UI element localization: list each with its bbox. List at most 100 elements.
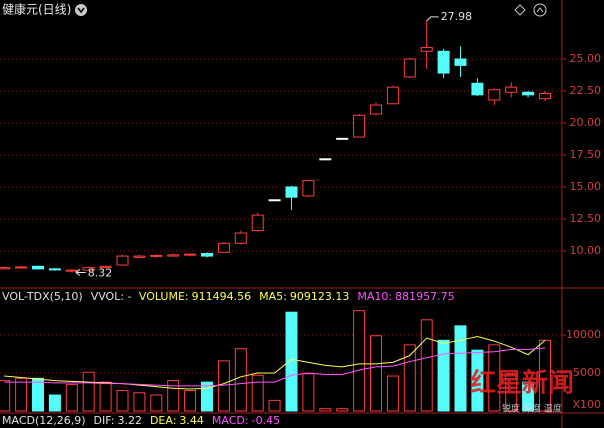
- candle-body: [251, 214, 264, 231]
- header-label: VOL-TDX(5,10): [2, 290, 83, 303]
- dropdown-button[interactable]: [75, 4, 87, 16]
- candle-body: [505, 86, 518, 93]
- header-label: MACD(12,26,9): [2, 414, 86, 427]
- header-value: -0.45: [252, 414, 280, 427]
- candle-body: [319, 158, 332, 161]
- volume-bar: [302, 373, 315, 412]
- header-label: VOLUME:: [139, 290, 189, 303]
- panel-header: VOL-TDX(5,10) VVOL: - VOLUME: 911494.56 MA5:…: [2, 290, 455, 303]
- candle-body: [353, 114, 366, 138]
- header-label: DEA:: [150, 414, 176, 427]
- candle-body: [15, 266, 28, 269]
- header-value: 3.44: [179, 414, 204, 427]
- y-tick-label: 17.50: [570, 148, 602, 161]
- candle-body: [420, 46, 433, 52]
- max-annotation: 27.98: [441, 10, 473, 23]
- volume-bar: [285, 311, 298, 412]
- candle-body: [133, 255, 146, 258]
- volume-bar: [370, 335, 382, 412]
- watermark-tagline: 锐度 深度 温度: [502, 403, 562, 415]
- candle-body: [471, 82, 484, 96]
- volume-bar: [268, 399, 281, 412]
- header-label: MACD:: [212, 414, 249, 427]
- candle-body: [150, 254, 163, 257]
- y-tick-label: 10000: [566, 328, 601, 341]
- header-value: 911494.56: [192, 290, 252, 303]
- y-tick-label: 12.50: [570, 212, 602, 225]
- volume-bar: [133, 392, 146, 412]
- volume-bar: [522, 381, 535, 412]
- candle-body: [217, 242, 230, 253]
- volume-bar: [336, 408, 349, 412]
- volume-bar: [32, 377, 44, 412]
- volume-bar: [15, 377, 28, 412]
- candle-body: [403, 58, 416, 78]
- volume-bar: [403, 344, 416, 412]
- panel-header: MACD(12,26,9) DIF: 3.22 DEA: 3.44 MACD: -0.45: [2, 414, 280, 427]
- volume-bar: [420, 319, 433, 412]
- volume-bar: [454, 325, 467, 412]
- volume-bar: [505, 373, 518, 412]
- candle-body: [65, 269, 78, 272]
- volume-bar: [116, 389, 129, 412]
- volume-bar: [386, 375, 399, 412]
- candle-body: [336, 137, 349, 140]
- volume-bar: [82, 371, 95, 412]
- header-label: MA10:: [357, 290, 392, 303]
- candle-body: [48, 268, 61, 271]
- candle-body: [488, 89, 501, 101]
- y-tick-label: 25.00: [570, 52, 602, 65]
- candle-body: [370, 104, 382, 115]
- y-tick-label: 10.00: [570, 244, 602, 257]
- diamond-icon[interactable]: [514, 4, 526, 16]
- volume-bar: [217, 360, 230, 412]
- candle-body: [82, 267, 95, 271]
- candle-body: [184, 253, 197, 256]
- candle-body: [454, 58, 467, 66]
- y-tick-label: 5000: [573, 366, 601, 379]
- volume-bar: [99, 381, 112, 412]
- volume-bar: [353, 310, 366, 412]
- volume-bar: [319, 408, 332, 412]
- candle-body: [285, 186, 298, 198]
- y-tick-label: 15.00: [570, 180, 602, 193]
- min-annotation: 8.32: [88, 266, 113, 279]
- candle-body: [99, 265, 112, 269]
- candle-body: [386, 86, 399, 105]
- ma-line: [4, 336, 546, 390]
- header-value: 3.22: [117, 414, 142, 427]
- volume-bar: [150, 394, 163, 412]
- y-tick-label: 20.00: [570, 116, 602, 129]
- candle-body: [437, 50, 450, 74]
- header-value: 881957.75: [395, 290, 455, 303]
- volume-bar: [65, 383, 78, 412]
- annotation-pointer: [426, 16, 439, 22]
- volume-bar: [201, 381, 213, 412]
- ma-line: [4, 347, 546, 387]
- header-label: VVOL: -: [91, 290, 132, 303]
- candle-body: [167, 254, 180, 257]
- candle-body: [539, 93, 551, 100]
- unit-label: X100: [572, 398, 601, 411]
- header-label: DIF:: [94, 414, 115, 427]
- candle-body: [522, 91, 535, 96]
- volume-bar: [167, 380, 180, 412]
- annotation-arrow: [75, 269, 86, 276]
- volume-bar: [184, 389, 197, 412]
- volume-bar: [488, 344, 501, 412]
- header-value: 909123.13: [290, 290, 350, 303]
- candle-body: [302, 180, 315, 197]
- volume-bar: [0, 380, 11, 412]
- candle-body: [0, 267, 11, 270]
- collapse-icon[interactable]: [533, 3, 547, 17]
- volume-bar: [48, 394, 61, 412]
- candle-body: [268, 199, 281, 202]
- dropdown-arrow: [77, 7, 85, 14]
- y-tick-label: 22.50: [570, 84, 602, 97]
- volume-bar: [437, 339, 450, 412]
- candle-body: [201, 253, 213, 257]
- chart-title: 健康元(日线): [2, 2, 71, 17]
- volume-bar: [234, 348, 247, 412]
